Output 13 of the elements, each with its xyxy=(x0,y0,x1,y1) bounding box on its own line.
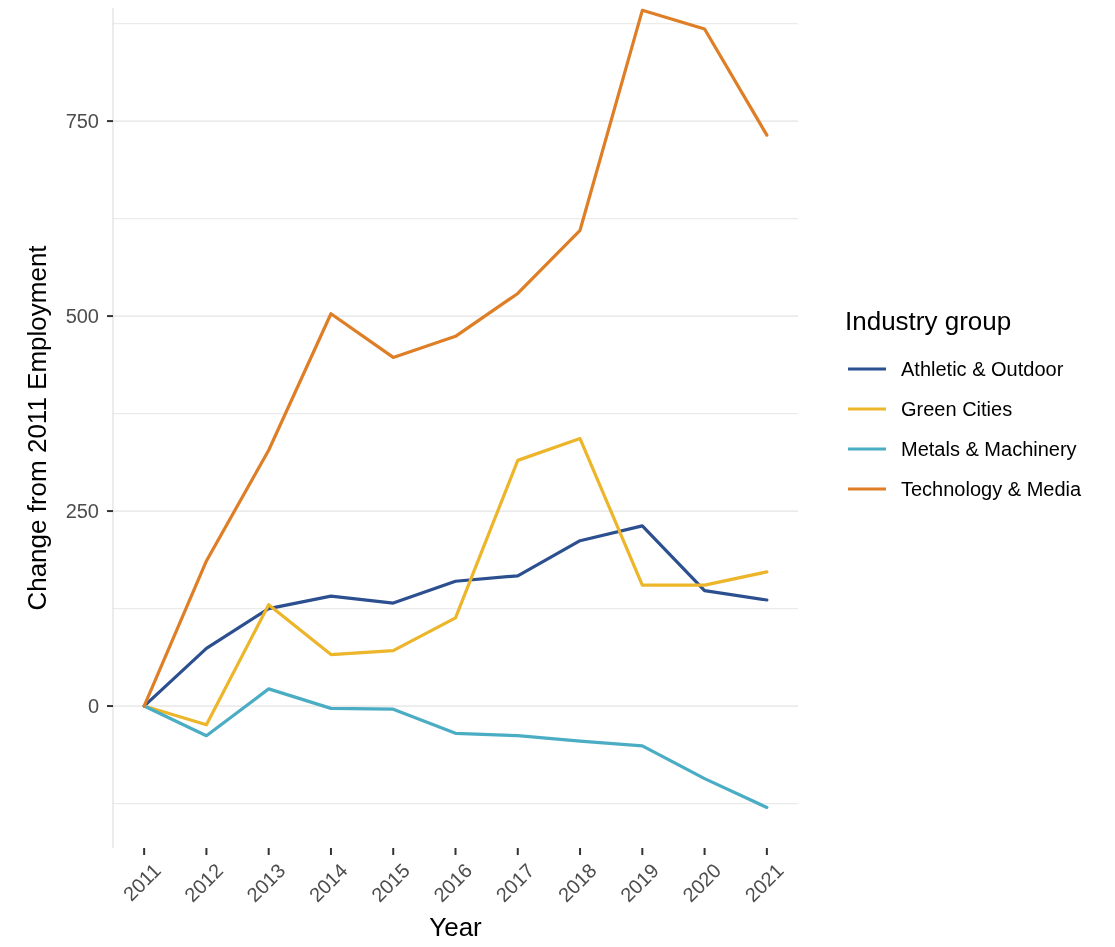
y-tick-label: 500 xyxy=(65,305,99,328)
line-series xyxy=(142,687,769,810)
y-tick-label: 750 xyxy=(65,110,99,133)
legend-label: Green Cities xyxy=(901,398,1013,420)
y-tick-label: 250 xyxy=(65,500,99,523)
x-axis-title: Year xyxy=(429,912,483,942)
legend-label: Athletic & Outdoor xyxy=(901,358,1064,380)
legend-title: Industry group xyxy=(845,306,1012,336)
y-tick-label: 0 xyxy=(87,695,99,718)
y-axis-title: Change from 2011 Employment xyxy=(22,244,52,611)
legend-label: Technology & Media xyxy=(901,478,1082,500)
line-series xyxy=(142,8,769,708)
legend-label: Metals & Machinery xyxy=(901,438,1077,460)
